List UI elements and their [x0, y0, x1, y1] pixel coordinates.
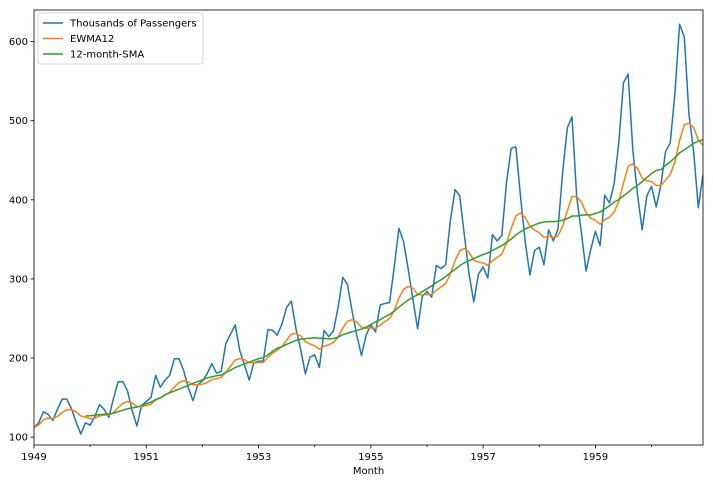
x-tick-label: 1951	[134, 452, 159, 463]
series-line-2	[34, 122, 703, 429]
y-tick-label: 100	[9, 433, 28, 444]
x-tick-label: 1953	[246, 452, 271, 463]
legend-label: 12-month-SMA	[70, 50, 144, 61]
y-tick-label: 500	[9, 116, 28, 127]
x-axis-label: Month	[353, 466, 384, 477]
legend-box	[37, 12, 204, 65]
legend: Thousands of Passengers EWMA12 12-month-SM…	[37, 12, 204, 65]
x-tick-label: 1955	[358, 452, 383, 463]
y-tick-label: 400	[9, 195, 28, 206]
y-tick-label: 600	[9, 37, 28, 48]
y-tick-label: 300	[9, 274, 28, 285]
series-line-3	[85, 138, 703, 417]
plot-frame	[33, 9, 704, 446]
x-tick-label: 1949	[21, 452, 46, 463]
y-tick-label: 200	[9, 354, 28, 365]
series-layer	[34, 23, 703, 435]
series-line-1	[34, 23, 703, 435]
x-tick-label: 1959	[583, 452, 608, 463]
x-axis: 1949 1951 1953 1955 1957 1959	[21, 445, 652, 463]
x-tick-label: 1957	[470, 452, 495, 463]
y-axis: 100 200 300 400 500 600	[9, 37, 34, 444]
legend-label: Thousands of Passengers	[69, 19, 197, 30]
legend-label: EWMA12	[70, 34, 114, 45]
